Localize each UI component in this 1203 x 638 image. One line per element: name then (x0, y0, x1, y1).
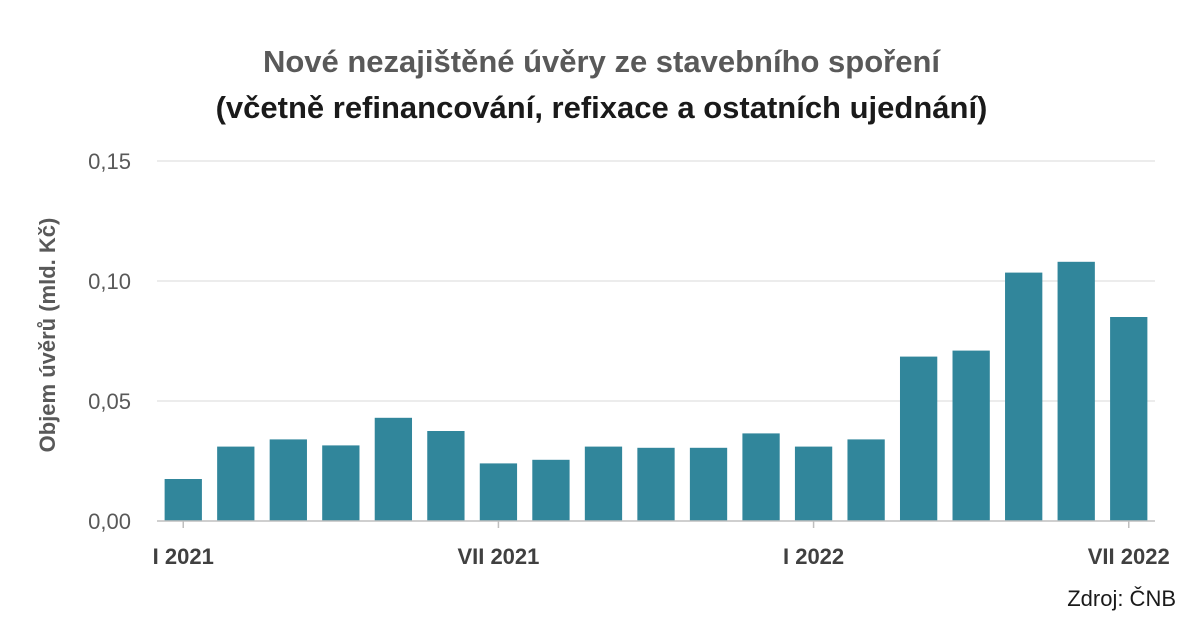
y-tick-label: 0,05 (88, 389, 131, 414)
bar (479, 463, 518, 521)
x-tick-label: I 2021 (153, 544, 214, 569)
chart-subtitle: (včetně refinancování, refixace a ostatn… (215, 90, 988, 125)
y-tick-label: 0,10 (88, 269, 131, 294)
y-tick-label: 0,15 (88, 149, 131, 174)
bar (532, 459, 570, 521)
bar (794, 446, 833, 521)
x-tick-label: I 2022 (783, 544, 844, 569)
bar (269, 439, 307, 521)
bar (742, 433, 780, 521)
bar (847, 439, 885, 521)
bar (164, 479, 202, 521)
chart-title: Nové nezajištěné úvěry ze stavebního spo… (262, 44, 941, 79)
bar (637, 447, 675, 521)
bar (1057, 261, 1095, 521)
bar (374, 417, 413, 521)
bar (322, 445, 360, 521)
bar (1005, 272, 1043, 521)
y-tick-label: 0,00 (88, 509, 131, 534)
bar (584, 446, 623, 521)
bar (1110, 317, 1148, 521)
bar (952, 350, 990, 521)
bar (689, 447, 728, 521)
x-tick-label: VII 2022 (1088, 544, 1170, 569)
bar (217, 446, 255, 521)
bar (427, 431, 465, 521)
bar (899, 356, 938, 521)
source-note: Zdroj: ČNB (1067, 586, 1176, 611)
x-tick-label: VII 2021 (457, 544, 539, 569)
